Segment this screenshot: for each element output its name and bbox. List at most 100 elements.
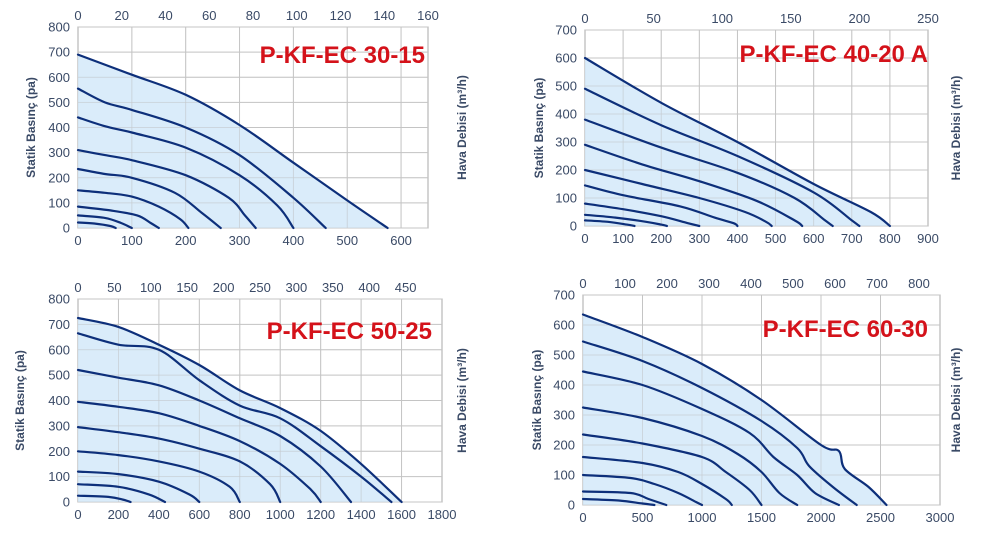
x-tick-label: 1000 (266, 507, 295, 522)
fan-curve-7 (76, 205, 160, 230)
top-tick-label: 0 (581, 11, 588, 26)
x-tick-label: 100 (121, 233, 143, 248)
y-tick-label: 100 (48, 195, 70, 210)
y-tick-label: 800 (48, 20, 70, 35)
x-tick-label: 1800 (428, 507, 457, 522)
fan-curve-8 (581, 490, 668, 507)
y-axis-label: Statik Basınç (pa) (532, 78, 546, 179)
y-tick-label: 400 (48, 393, 70, 408)
y-tick-label: 700 (553, 288, 575, 303)
top-tick-label: 100 (140, 280, 162, 295)
x-tick-label: 200 (650, 231, 672, 246)
x-tick-label: 1500 (747, 510, 776, 525)
top-tick-label: 500 (782, 276, 804, 291)
top-tick-label: 0 (74, 8, 81, 23)
y-tick-label: 300 (48, 418, 70, 433)
y-tick-label: 400 (555, 107, 577, 122)
x-tick-label: 500 (765, 231, 787, 246)
fan-curve-7 (583, 202, 701, 228)
fan-curve-6 (76, 189, 190, 230)
fan-curve-1 (583, 56, 891, 228)
fan-curve-1 (581, 313, 888, 507)
fan-curve-6 (583, 184, 739, 228)
top-tick-label: 160 (417, 8, 439, 23)
x-tick-label: 300 (229, 233, 251, 248)
fan-curve-3 (76, 116, 295, 230)
y-tick-label: 0 (63, 221, 70, 236)
top-tick-label: 50 (107, 280, 121, 295)
y-tick-label: 500 (48, 368, 70, 383)
fan-curve-2 (76, 332, 393, 504)
y-tick-label: 100 (48, 469, 70, 484)
y-tick-label: 600 (555, 51, 577, 66)
x-tick-label: 1600 (387, 507, 416, 522)
operating-area (583, 314, 887, 505)
y-axis-label: Statik Basınç (pa) (530, 350, 544, 451)
fan-curve-4 (581, 406, 799, 507)
fan-curve-1 (76, 316, 403, 504)
y-tick-label: 300 (553, 408, 575, 423)
fan-curve-5 (581, 433, 763, 507)
top-tick-label: 300 (698, 276, 720, 291)
x-tick-label: 300 (688, 231, 710, 246)
fan-curve-4 (76, 400, 322, 504)
model-title: P-KF-EC 30-15 (260, 42, 425, 69)
top-tick-label: 200 (213, 280, 235, 295)
x-tick-label: 500 (336, 233, 358, 248)
top-tick-label: 400 (740, 276, 762, 291)
y-tick-label: 500 (48, 95, 70, 110)
model-title: P-KF-EC 50-25 (267, 318, 432, 345)
fan-curve-3 (581, 370, 840, 507)
x-tick-label: 100 (612, 231, 634, 246)
x-tick-label: 600 (803, 231, 825, 246)
y-tick-label: 0 (568, 498, 575, 513)
top-tick-label: 450 (395, 280, 417, 295)
y-tick-label: 500 (555, 79, 577, 94)
fan-curve-9 (583, 219, 636, 228)
top-tick-label: 100 (711, 11, 733, 26)
top-tick-label: 250 (917, 11, 939, 26)
fan-curve-7 (76, 470, 201, 504)
top-tick-label: 250 (249, 280, 271, 295)
y-tick-label: 400 (48, 120, 70, 135)
y-tick-label: 800 (48, 292, 70, 307)
fan-curve-6 (76, 450, 241, 504)
fan-curve-2 (76, 87, 327, 230)
top-tick-label: 600 (824, 276, 846, 291)
x-tick-label: 400 (727, 231, 749, 246)
fan-curve-9 (76, 221, 117, 230)
x-tick-label: 1000 (688, 510, 717, 525)
x-axis-label-right: Hava Debisi (m³/h) (949, 76, 963, 181)
top-tick-label: 800 (908, 276, 930, 291)
top-tick-label: 50 (646, 11, 660, 26)
top-tick-label: 200 (656, 276, 678, 291)
top-tick-label: 400 (358, 280, 380, 295)
fan-curve-5 (76, 167, 222, 230)
y-tick-label: 100 (553, 468, 575, 483)
fan-curve-7 (581, 473, 704, 507)
fan-curve-4 (583, 143, 804, 228)
x-tick-label: 3000 (926, 510, 955, 525)
y-axis-label: Statik Basınç (pa) (24, 77, 38, 178)
top-tick-label: 350 (322, 280, 344, 295)
y-tick-label: 200 (553, 438, 575, 453)
x-tick-label: 700 (841, 231, 863, 246)
y-tick-label: 700 (48, 317, 70, 332)
fan-curve-8 (76, 483, 167, 504)
y-tick-label: 600 (48, 342, 70, 357)
y-tick-label: 500 (553, 348, 575, 363)
y-tick-label: 100 (555, 191, 577, 206)
x-tick-label: 600 (390, 233, 412, 248)
top-tick-label: 150 (176, 280, 198, 295)
top-tick-label: 20 (115, 8, 129, 23)
x-tick-label: 0 (74, 507, 81, 522)
fan-curve-5 (76, 426, 282, 504)
top-tick-label: 100 (614, 276, 636, 291)
top-tick-label: 100 (286, 8, 308, 23)
x-tick-label: 0 (74, 233, 81, 248)
model-title: P-KF-EC 60-30 (763, 316, 928, 343)
x-tick-label: 1400 (347, 507, 376, 522)
